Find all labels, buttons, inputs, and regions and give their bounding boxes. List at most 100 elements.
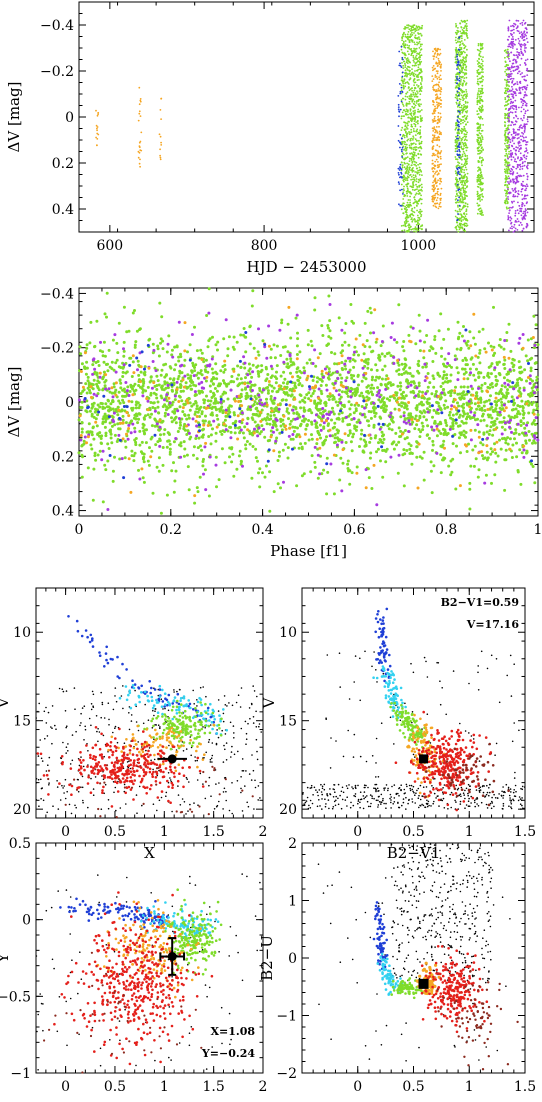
phase-point — [133, 343, 137, 347]
lightcurve-point — [506, 112, 509, 115]
lightcurve-point — [508, 209, 511, 212]
phase-point — [181, 410, 185, 414]
lightcurve-point — [525, 136, 527, 139]
lightcurve-point — [507, 164, 509, 167]
lightcurve-point — [402, 202, 405, 205]
lightcurve-point — [525, 226, 528, 229]
lightcurve-point — [476, 190, 479, 193]
lightcurve-point — [412, 139, 414, 141]
lightcurve-point — [481, 89, 483, 92]
lightcurve-point — [507, 76, 510, 78]
phase-point — [164, 362, 168, 366]
lightcurve-point — [519, 35, 522, 38]
lightcurve-point — [477, 63, 479, 65]
lightcurve-point — [434, 74, 437, 77]
phase-point — [481, 414, 484, 418]
phase-point — [350, 376, 354, 380]
lightcurve-point — [507, 140, 509, 143]
phase-point — [266, 389, 270, 393]
phase-point — [137, 417, 141, 421]
phase-point — [498, 338, 502, 341]
phase-point — [347, 343, 351, 347]
lightcurve-point — [454, 58, 457, 61]
lightcurve-point — [432, 84, 435, 87]
lightcurve-point — [455, 177, 457, 179]
lightcurve-point — [518, 145, 521, 147]
lightcurve-point — [458, 44, 461, 47]
phase-point — [441, 377, 445, 380]
lightcurve-point — [520, 31, 523, 33]
lightcurve-point — [414, 27, 417, 30]
lightcurve-point — [414, 188, 417, 191]
lightcurve-point — [410, 146, 413, 149]
phase-point — [130, 400, 134, 404]
phase-point — [344, 441, 348, 444]
phase-point — [393, 407, 397, 411]
phase-point — [241, 431, 245, 435]
phase-point — [253, 420, 257, 424]
lightcurve-point — [405, 209, 408, 212]
phase-point — [199, 348, 203, 352]
lightcurve-point — [410, 218, 413, 221]
lightcurve-point — [438, 130, 441, 133]
lightcurve-point — [419, 197, 422, 200]
lightcurve-point — [415, 183, 417, 186]
phase-point — [178, 405, 182, 409]
phase-point — [204, 358, 208, 362]
lightcurve-point — [508, 131, 511, 134]
phase-point — [372, 425, 376, 429]
lightcurve-point — [420, 75, 423, 78]
lightcurve-point — [398, 50, 401, 53]
phase-point — [426, 389, 429, 393]
lightcurve-point — [460, 174, 463, 177]
lightcurve-point — [419, 125, 422, 128]
phase-point — [479, 441, 483, 445]
phase-point — [170, 469, 174, 473]
phase-point — [402, 484, 406, 488]
phase-point — [333, 352, 337, 356]
phase-point — [397, 440, 401, 444]
lightcurve-point — [438, 203, 441, 206]
phase-point — [246, 417, 250, 421]
lightcurve-point — [510, 25, 512, 28]
lightcurve-point — [476, 48, 479, 51]
lightcurve-point — [460, 208, 463, 211]
phase-point — [403, 452, 407, 456]
lightcurve-point — [460, 132, 463, 135]
lightcurve-point — [522, 86, 525, 88]
phase-point — [496, 454, 500, 458]
lightcurve-point — [520, 43, 523, 46]
lightcurve-point — [439, 96, 442, 99]
lightcurve-point — [509, 98, 512, 101]
phase-point — [415, 455, 419, 459]
lightcurve-point — [416, 201, 419, 203]
phase-point — [482, 404, 486, 408]
lightcurve-point — [514, 158, 516, 161]
lightcurve-point — [505, 198, 508, 201]
phase-point — [204, 379, 208, 383]
lightcurve-point — [507, 81, 510, 83]
lightcurve-point — [460, 171, 463, 174]
lightcurve-point — [432, 174, 435, 177]
lightcurve-point — [397, 108, 400, 111]
lightcurve-point — [405, 183, 408, 186]
phase-point — [299, 442, 303, 446]
lightcurve-frame — [78, 1, 535, 233]
lightcurve-point — [515, 61, 518, 63]
lightcurve-point — [412, 114, 415, 116]
lightcurve-point — [435, 83, 438, 86]
lightcurve-point — [478, 161, 480, 163]
phase-point — [508, 379, 512, 383]
lightcurve-point — [407, 116, 410, 119]
lightcurve-point — [478, 107, 480, 110]
phase-point — [155, 374, 159, 378]
phase-point — [349, 440, 353, 444]
lightcurve-point — [401, 148, 403, 151]
lightcurve-point — [482, 182, 484, 185]
lightcurve-point — [524, 51, 527, 53]
lightcurve-point — [419, 178, 422, 180]
phase-point — [443, 357, 447, 361]
lightcurve-point — [520, 127, 523, 129]
lightcurve-point — [408, 121, 410, 123]
lightcurve-point — [416, 185, 418, 188]
